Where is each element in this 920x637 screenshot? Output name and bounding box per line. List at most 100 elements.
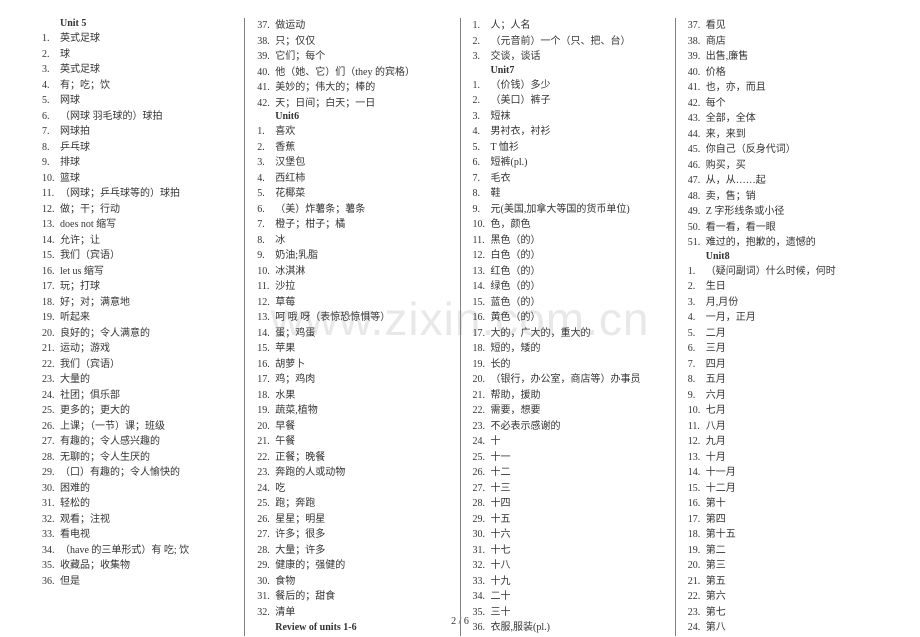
list-item-text: 人；人名: [491, 18, 665, 34]
list-item-text: 第六: [706, 589, 880, 605]
list-item: （美口）裤子: [471, 93, 665, 109]
list-item-text: 六月: [706, 388, 880, 404]
list-item-text: 商店: [706, 34, 880, 50]
list-item: 清单: [255, 605, 449, 621]
list-item: 六月: [686, 388, 880, 404]
list-item: 草莓: [255, 295, 449, 311]
list-item-text: 香蕉: [275, 140, 449, 156]
list-item-text: 十二月: [706, 481, 880, 497]
list-item: 篮球: [40, 171, 234, 187]
list-item-text: 听起来: [60, 310, 234, 326]
list-item-text: 十五: [491, 512, 665, 528]
list-item: 我们（宾语）: [40, 248, 234, 264]
list-item-text: 天；日间；白天；一日: [275, 96, 449, 112]
list-item: 好；对；满意地: [40, 295, 234, 311]
list-item-text: 看一看，看一眼: [706, 220, 880, 236]
list-item: 运动；游戏: [40, 341, 234, 357]
list-item: 十六: [471, 527, 665, 543]
list-item: 大量；许多: [255, 543, 449, 559]
list-item: 鸡；鸡肉: [255, 372, 449, 388]
list-item-text: 三十: [491, 605, 665, 621]
list-item-text: 只；仅仅: [275, 34, 449, 50]
list-item: 第六: [686, 589, 880, 605]
list-item: 第七: [686, 605, 880, 621]
list-item-text: 英式足球: [60, 62, 234, 78]
list-item: （价钱）多少: [471, 78, 665, 94]
list-item-text: 十四: [491, 496, 665, 512]
list-item-text: 更多的；更大的: [60, 403, 234, 419]
list-item: 价格: [686, 65, 880, 81]
list-item: 难过的，抱歉的，遗憾的: [686, 235, 880, 251]
list-item-text: 鞋: [491, 186, 665, 202]
list-item-text: 第十五: [706, 527, 880, 543]
unit-header: Unit8: [686, 251, 880, 262]
list-item-text: T 恤衫: [491, 140, 665, 156]
list-item: 你自己（反身代词）: [686, 142, 880, 158]
list-item-text: 运动；游戏: [60, 341, 234, 357]
list-item: （银行，办公室，商店等）办事员: [471, 372, 665, 388]
list-item: 第十: [686, 496, 880, 512]
list-item-text: 看见: [706, 18, 880, 34]
list-item-text: 生日: [706, 279, 880, 295]
list-item: 允许；让: [40, 233, 234, 249]
list-item: 西红柿: [255, 171, 449, 187]
list-item: 十八: [471, 558, 665, 574]
list-item-text: 白色（的）: [491, 248, 665, 264]
list-item: 吃: [255, 481, 449, 497]
list-item-text: 十一: [491, 450, 665, 466]
list-item: does not 缩写: [40, 217, 234, 233]
list-item: 十一月: [686, 465, 880, 481]
list-item: 困难的: [40, 481, 234, 497]
list-item-text: 黑色（的）: [491, 233, 665, 249]
list-item: 做运动: [255, 18, 449, 34]
list-item-text: 早餐: [275, 419, 449, 435]
list-item: 购买，买: [686, 158, 880, 174]
list-item: 七月: [686, 403, 880, 419]
list-item: 大量的: [40, 372, 234, 388]
list-item: 我们（宾语）: [40, 357, 234, 373]
list-item-text: 毛衣: [491, 171, 665, 187]
list-item: Z 字形线条或小径: [686, 204, 880, 220]
list-item-text: 四月: [706, 357, 880, 373]
list-item: 十二: [471, 465, 665, 481]
list-item-text: （价钱）多少: [491, 78, 665, 94]
list-item: 跑；奔跑: [255, 496, 449, 512]
list-item-text: 长的: [491, 357, 665, 373]
list-item-text: 乒乓球: [60, 140, 234, 156]
unit-header: Unit 5: [40, 18, 234, 29]
list-item: 看见: [686, 18, 880, 34]
list-item-text: （疑问副词）什么时候，何时: [706, 264, 880, 280]
list-item-text: 第四: [706, 512, 880, 528]
list-item-text: 社团；俱乐部: [60, 388, 234, 404]
list-item: 男衬衣，衬衫: [471, 124, 665, 140]
list-item-text: 帮助，援助: [491, 388, 665, 404]
list-item-text: （网球 羽毛球的）球拍: [60, 109, 234, 125]
list-item-text: 也，亦，而且: [706, 80, 880, 96]
list-item: 需要，想要: [471, 403, 665, 419]
list-item-text: 正餐；晚餐: [275, 450, 449, 466]
column-2: 做运动只；仅仅它们；每个他（她、它）们（they 的宾格）美妙的；伟大的；棒的天…: [245, 18, 460, 636]
list-item: 生日: [686, 279, 880, 295]
list-item-text: 沙拉: [275, 279, 449, 295]
list-item: （网球；乒乓球等的）球拍: [40, 186, 234, 202]
list-item-text: 苹果: [275, 341, 449, 357]
list-item: 轻松的: [40, 496, 234, 512]
list-item-text: 呵 哦 呀（表惊恐惊惧等）: [275, 310, 449, 326]
list-item: 但是: [40, 574, 234, 590]
list-item: 乒乓球: [40, 140, 234, 156]
list-item: 看一看，看一眼: [686, 220, 880, 236]
document-columns: Unit 5英式足球球英式足球有；吃；饮网球（网球 羽毛球的）球拍网球拍乒乓球排…: [0, 0, 920, 636]
column-1: Unit 5英式足球球英式足球有；吃；饮网球（网球 羽毛球的）球拍网球拍乒乓球排…: [30, 18, 245, 636]
list-item: 花椰菜: [255, 186, 449, 202]
list-item: （疑问副词）什么时候，何时: [686, 264, 880, 280]
list-item: 球: [40, 47, 234, 63]
list-item: 三十: [471, 605, 665, 621]
list-item-text: 男衬衣，衬衫: [491, 124, 665, 140]
list-item-text: 第八: [706, 620, 880, 636]
list-item-text: 他（她、它）们（they 的宾格）: [275, 65, 449, 81]
list-item-text: 大的，广大的，重大的: [491, 326, 665, 342]
list-item: 白色（的）: [471, 248, 665, 264]
list-item-text: 困难的: [60, 481, 234, 497]
list-item-text: 吃: [275, 481, 449, 497]
list-item-text: 九月: [706, 434, 880, 450]
